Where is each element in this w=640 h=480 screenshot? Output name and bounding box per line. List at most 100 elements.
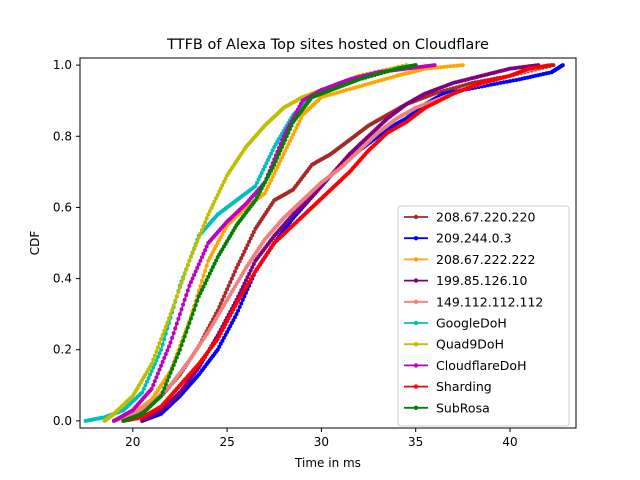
data-point bbox=[201, 284, 206, 289]
data-point bbox=[275, 155, 280, 160]
data-point bbox=[190, 251, 195, 256]
data-point bbox=[192, 307, 197, 312]
data-point bbox=[187, 258, 192, 263]
series-cloudflaredoh bbox=[111, 63, 437, 423]
series-sharding bbox=[121, 63, 554, 423]
data-point bbox=[207, 255, 212, 260]
data-point bbox=[149, 369, 154, 374]
data-point bbox=[221, 229, 226, 234]
data-point bbox=[228, 324, 233, 329]
data-point bbox=[262, 191, 267, 196]
data-point bbox=[269, 168, 274, 173]
data-point bbox=[243, 246, 248, 251]
data-point bbox=[391, 74, 396, 79]
data-point bbox=[176, 351, 181, 356]
data-point bbox=[284, 145, 289, 150]
data-point bbox=[231, 273, 236, 278]
data-point bbox=[187, 321, 192, 326]
data-point bbox=[192, 247, 197, 252]
data-point bbox=[204, 216, 209, 221]
data-point bbox=[201, 251, 206, 256]
data-point bbox=[262, 180, 267, 185]
data-point bbox=[445, 64, 450, 69]
legend-entry: GoogleDoH bbox=[404, 316, 507, 331]
data-point bbox=[283, 131, 288, 136]
data-point bbox=[201, 273, 206, 278]
data-point bbox=[190, 276, 195, 281]
data-point bbox=[375, 79, 380, 84]
data-point bbox=[240, 284, 245, 289]
data-point bbox=[360, 83, 365, 88]
data-point bbox=[549, 63, 554, 68]
data-point bbox=[199, 287, 204, 292]
data-point bbox=[460, 83, 465, 88]
data-point bbox=[225, 287, 230, 292]
data-point bbox=[188, 316, 193, 321]
data-point bbox=[251, 230, 256, 235]
x-axis-label: Time in ms bbox=[294, 456, 361, 470]
data-point bbox=[369, 73, 374, 78]
data-point bbox=[347, 87, 352, 92]
data-point bbox=[297, 104, 302, 109]
data-point bbox=[152, 361, 157, 366]
data-point bbox=[170, 335, 175, 340]
plot-area bbox=[83, 63, 565, 423]
data-point bbox=[388, 75, 393, 80]
data-point bbox=[206, 274, 211, 279]
data-point bbox=[177, 285, 182, 290]
data-point bbox=[243, 278, 248, 283]
data-point bbox=[357, 77, 362, 82]
data-point bbox=[297, 119, 302, 124]
data-point bbox=[146, 376, 151, 381]
data-point bbox=[193, 243, 198, 248]
data-point bbox=[231, 307, 236, 312]
data-point bbox=[148, 372, 153, 377]
data-point bbox=[385, 69, 390, 74]
data-point bbox=[203, 268, 208, 273]
data-point bbox=[196, 294, 201, 299]
data-point bbox=[284, 134, 289, 139]
data-point bbox=[229, 276, 234, 281]
data-point bbox=[280, 144, 285, 149]
data-point bbox=[179, 307, 184, 312]
data-point bbox=[489, 82, 494, 87]
data-point bbox=[272, 171, 277, 176]
data-point bbox=[210, 202, 215, 207]
data-point bbox=[188, 280, 193, 285]
legend-label: 208.67.220.220 bbox=[436, 210, 535, 225]
data-point bbox=[204, 263, 209, 268]
data-point bbox=[215, 241, 220, 245]
data-point bbox=[463, 82, 468, 87]
data-point bbox=[218, 186, 223, 191]
data-point bbox=[225, 329, 230, 334]
data-point bbox=[441, 91, 446, 96]
data-point bbox=[171, 331, 176, 336]
data-point bbox=[199, 255, 204, 260]
data-point bbox=[372, 80, 377, 85]
legend-marker bbox=[413, 257, 419, 262]
data-point bbox=[220, 183, 225, 188]
data-point bbox=[151, 383, 156, 388]
data-point bbox=[232, 269, 237, 274]
legend: 208.67.220.220 209.244.0.3 208.67.222.222 1… bbox=[397, 205, 570, 427]
data-point bbox=[360, 76, 365, 81]
data-point bbox=[173, 326, 178, 331]
data-point bbox=[226, 316, 231, 321]
data-point bbox=[176, 316, 181, 321]
data-point bbox=[501, 80, 506, 85]
y-tick-label: 0.6 bbox=[53, 200, 72, 214]
data-point bbox=[160, 342, 165, 347]
data-point bbox=[185, 288, 190, 293]
data-point bbox=[209, 206, 214, 211]
data-point bbox=[217, 344, 222, 349]
data-point bbox=[204, 244, 209, 249]
x-tick-label: 30 bbox=[314, 435, 329, 449]
legend-label: 208.67.222.222 bbox=[436, 252, 535, 267]
legend-marker bbox=[413, 384, 419, 389]
data-point bbox=[181, 276, 186, 281]
data-point bbox=[159, 363, 164, 368]
data-point bbox=[221, 335, 226, 340]
data-point bbox=[291, 132, 296, 137]
data-point bbox=[236, 308, 241, 313]
data-point bbox=[206, 212, 211, 217]
